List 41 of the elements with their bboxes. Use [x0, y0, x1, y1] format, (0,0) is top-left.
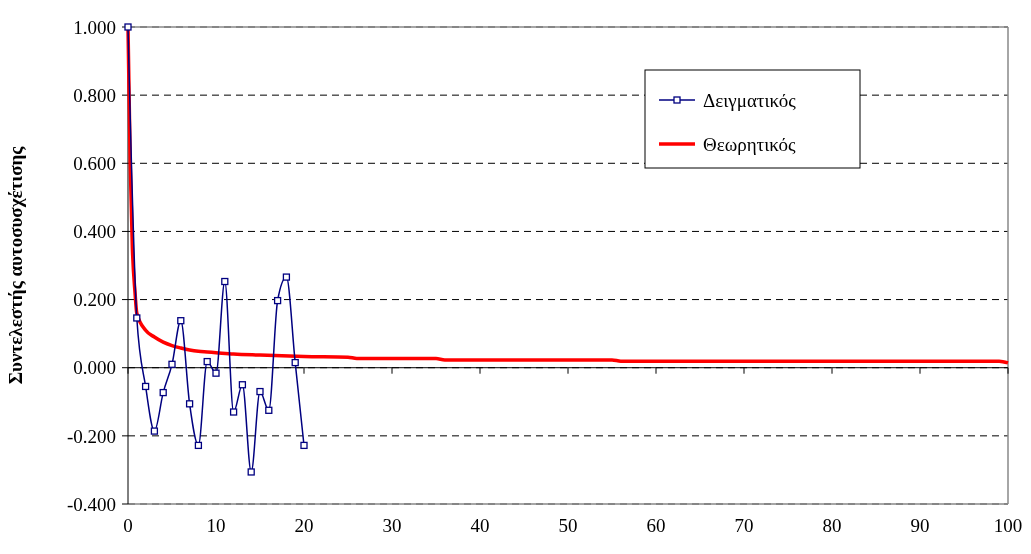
point	[168, 360, 176, 368]
point	[238, 381, 247, 389]
point	[141, 382, 150, 391]
x-tick-label: 50	[558, 515, 578, 536]
point	[256, 387, 264, 396]
x-tick-label: 90	[910, 515, 930, 536]
y-tick-label: 0.600	[73, 152, 116, 174]
x-tick-label: 100	[993, 515, 1023, 536]
y-tick-label: 0.000	[73, 357, 116, 379]
point	[133, 314, 141, 322]
point	[221, 277, 229, 286]
x-tick-label: 10	[206, 515, 226, 536]
point	[185, 400, 194, 408]
point	[273, 296, 282, 305]
legend-label: Θεωρητικός	[703, 133, 797, 155]
y-tick-label: 0.800	[73, 84, 116, 106]
point	[229, 408, 238, 416]
y-tick-label: 0.400	[73, 221, 116, 243]
x-tick-label: 20	[294, 515, 314, 536]
x-tick-label: 60	[646, 515, 666, 536]
point	[282, 273, 291, 281]
point	[159, 388, 167, 397]
x-tick-label: 30	[382, 515, 402, 536]
point	[150, 427, 159, 435]
y-tick-label: 1.000	[73, 16, 116, 38]
point	[177, 317, 185, 325]
point	[247, 468, 255, 476]
x-tick-label: 70	[734, 515, 754, 536]
point	[300, 441, 308, 450]
y-tick-label: -0.400	[66, 493, 116, 515]
x-tick-label: 40	[470, 515, 490, 536]
x-tick-label: 80	[822, 515, 842, 536]
legend-label: Δειγματικός	[703, 89, 797, 111]
x-tick-label: 0	[123, 515, 133, 536]
point	[203, 357, 211, 366]
y-axis-title: Συντελεστής αυτοσυσχέτισης	[5, 145, 26, 385]
point	[194, 441, 203, 450]
y-tick-label: 0.200	[73, 289, 116, 311]
point	[291, 358, 299, 367]
y-tick-label: -0.200	[66, 425, 116, 447]
point	[265, 406, 273, 414]
